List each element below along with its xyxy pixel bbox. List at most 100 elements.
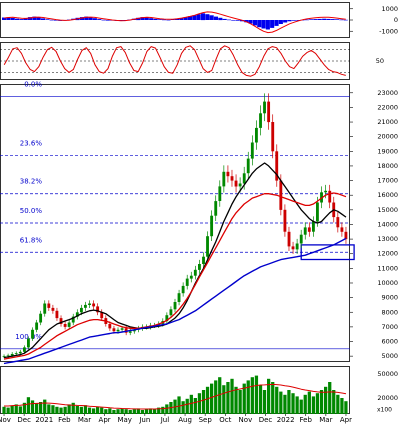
- volume-bar: [271, 382, 275, 414]
- volume-bar: [51, 405, 55, 414]
- volume-bar: [120, 408, 124, 414]
- macd-histogram-bar: [317, 18, 322, 20]
- volume-bar: [47, 404, 51, 414]
- macd-histogram-bar: [15, 18, 20, 20]
- macd-histogram-bar: [261, 20, 266, 29]
- x-axis-tick-11: Oct: [219, 416, 231, 424]
- macd-histogram-bar: [53, 20, 59, 21]
- volume-bar: [275, 386, 279, 414]
- fib-level-label-4: 61.8%: [20, 236, 43, 244]
- price-candle-body: [75, 312, 79, 317]
- macd-histogram-bar: [40, 18, 46, 20]
- macd-histogram-bar: [27, 17, 33, 20]
- price-candle-body: [169, 309, 173, 316]
- price-candle-body: [340, 227, 344, 232]
- price-candle-body: [18, 351, 22, 354]
- price-candle-body: [344, 231, 348, 240]
- volume-bar: [104, 409, 108, 414]
- macd-histogram-bar: [248, 20, 253, 24]
- price-candle-body: [124, 328, 128, 333]
- price-candle-body: [242, 173, 246, 184]
- macd-histogram-bar: [144, 17, 149, 20]
- volume-y-tick-0: 50000: [377, 370, 398, 378]
- macd-histogram-bar: [235, 20, 240, 21]
- macd-histogram-bar: [88, 17, 93, 20]
- price-candle-body: [177, 293, 181, 302]
- fib-level-label-2: 38.2%: [20, 178, 43, 186]
- volume-bar: [71, 402, 75, 414]
- price-candle-body: [316, 202, 319, 222]
- volume-bar: [59, 407, 63, 414]
- macd-histogram-bar: [136, 17, 141, 21]
- volume-bar: [201, 390, 206, 414]
- volume-bar: [6, 407, 10, 414]
- volume-bar: [177, 396, 181, 414]
- price-candle-body: [271, 122, 275, 152]
- x-axis-tick-12: Nov: [239, 416, 253, 424]
- macd-histogram-bar: [19, 19, 24, 20]
- price-y-tick-14: 9000: [381, 294, 398, 302]
- x-axis-tick-4: Mar: [78, 416, 91, 424]
- macd-histogram-bar: [218, 17, 223, 21]
- price-candle-body: [328, 190, 332, 203]
- price-candle-body: [222, 171, 226, 187]
- macd-histogram-bar: [157, 19, 162, 20]
- macd-histogram-bar: [84, 16, 89, 20]
- macd-histogram-bar: [343, 19, 348, 21]
- macd-histogram-bar: [153, 18, 158, 20]
- price-candle-body: [234, 180, 238, 187]
- price-y-tick-10: 13000: [377, 235, 398, 243]
- volume-bar: [63, 406, 67, 414]
- macd-histogram-bar: [278, 20, 283, 24]
- price-candle-body: [71, 316, 75, 323]
- price-candle-body: [23, 347, 26, 352]
- price-candle-body: [275, 151, 279, 181]
- macd-histogram-bar: [23, 18, 28, 20]
- price-y-tick-18: 5000: [381, 352, 398, 360]
- macd-histogram-bar: [231, 20, 236, 21]
- price-candle-body: [283, 209, 287, 232]
- x-axis-tick-2: 2021: [35, 416, 53, 424]
- x-axis-tick-3: Feb: [58, 416, 71, 424]
- price-candle-body: [210, 215, 214, 237]
- volume-bar: [262, 390, 267, 414]
- volume-bar: [100, 407, 104, 414]
- price-y-tick-12: 11000: [377, 264, 398, 272]
- volume-bar: [205, 386, 210, 414]
- volume-bar: [311, 396, 316, 414]
- volume-bar: [161, 406, 165, 414]
- macd-histogram-bar: [326, 18, 331, 20]
- price-y-tick-15: 8000: [381, 308, 398, 316]
- macd-histogram-bar: [330, 19, 335, 20]
- price-y-tick-7: 16000: [377, 191, 398, 199]
- volume-bar: [108, 408, 112, 414]
- volume-bar: [210, 383, 214, 414]
- price-candle-body: [63, 324, 67, 327]
- volume-bar: [332, 390, 336, 414]
- volume-bar: [254, 375, 259, 414]
- price-candle-body: [100, 312, 104, 319]
- macd-histogram-bar: [287, 20, 292, 22]
- volume-bar: [157, 407, 161, 414]
- price-moving-average-1: [3, 192, 347, 360]
- macd-histogram-bar: [32, 16, 37, 20]
- volume-bar: [279, 391, 283, 414]
- volume-bar: [140, 410, 145, 414]
- volume-bar: [189, 394, 193, 414]
- price-candle-body: [198, 264, 201, 270]
- volume-bar: [250, 377, 254, 414]
- price-y-tick-9: 14000: [377, 220, 398, 228]
- volume-bar: [136, 408, 140, 414]
- price-candle-body: [47, 303, 51, 308]
- volume-bar: [226, 382, 230, 414]
- volume-bar: [340, 398, 344, 414]
- volume-bar: [55, 406, 59, 414]
- macd-histogram-bar: [270, 20, 275, 28]
- volume-bar: [287, 390, 291, 414]
- price-y-tick-8: 15000: [377, 206, 398, 214]
- volume-bar: [83, 405, 88, 414]
- price-candle-body: [189, 275, 193, 279]
- price-y-tick-5: 18000: [377, 162, 398, 170]
- macd-histogram-bar: [149, 18, 154, 20]
- macd-histogram-bar: [183, 17, 188, 20]
